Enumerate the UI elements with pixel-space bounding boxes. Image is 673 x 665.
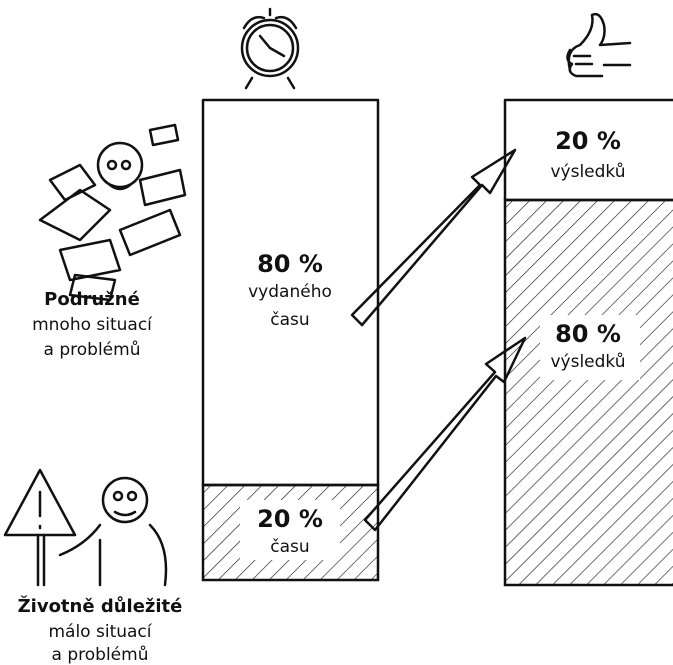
arrow	[350, 148, 517, 327]
results-bar-bottom	[503, 198, 673, 587]
overwhelmed-person-icon	[38, 123, 187, 302]
clock-icon	[240, 7, 300, 90]
percent-label: 80 %	[257, 250, 323, 278]
bar-label: výsledků	[550, 352, 625, 372]
warning-person-icon	[3, 468, 168, 587]
bar-label: času	[270, 537, 309, 557]
bar-label: výsledků	[550, 162, 625, 182]
label-backdrop	[540, 315, 640, 380]
bar-label: vydaného	[248, 282, 332, 302]
label-line: málo situací	[48, 622, 152, 642]
bar-label: času	[270, 310, 309, 330]
label-line: a problémů	[52, 645, 149, 665]
arrow	[363, 336, 527, 532]
label-title: Životně důležité	[18, 595, 183, 617]
thumbs-up-icon	[566, 12, 632, 78]
label-backdrop	[240, 500, 340, 560]
percent-label: 80 %	[555, 320, 621, 348]
percent-label: 20 %	[555, 127, 621, 155]
label-line: mnoho situací	[32, 315, 153, 335]
label-title: Podružné	[44, 289, 140, 310]
label-line: a problémů	[44, 340, 141, 360]
percent-label: 20 %	[257, 505, 323, 533]
